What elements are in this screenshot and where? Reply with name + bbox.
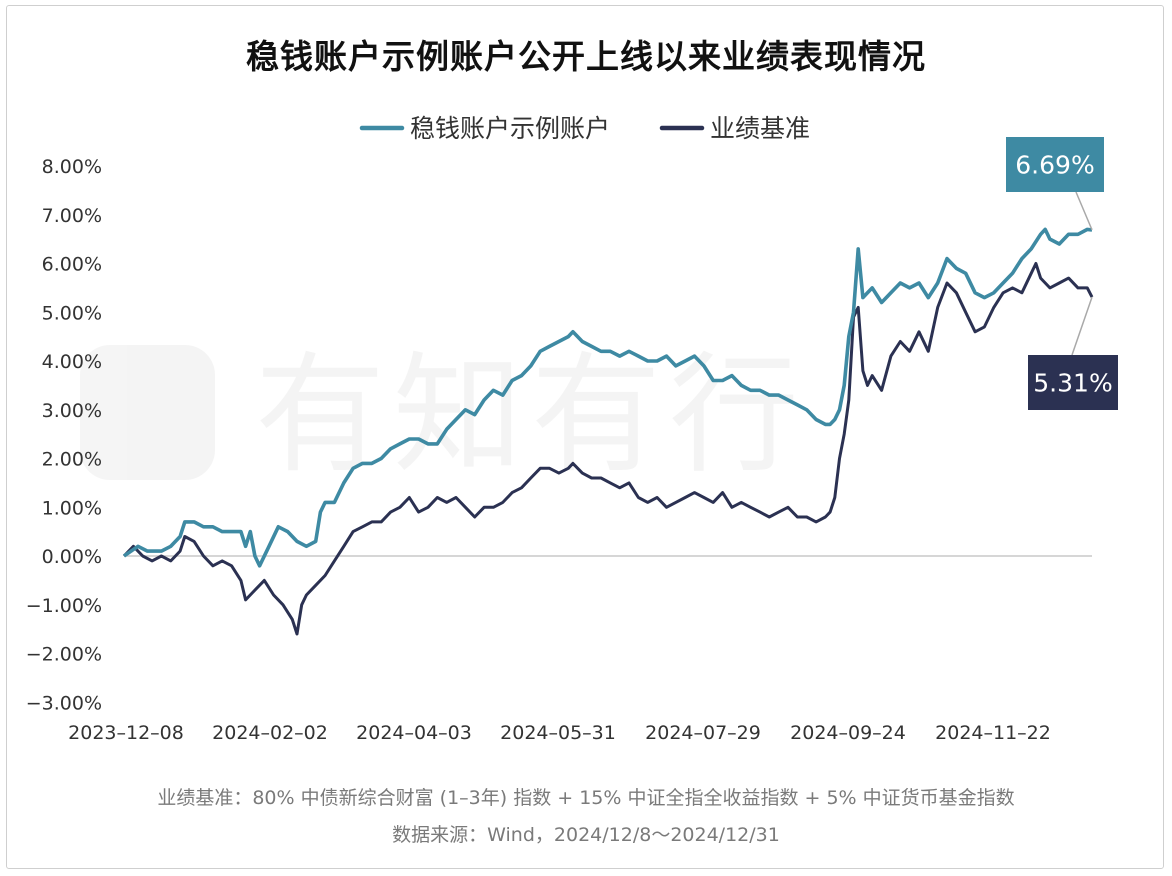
end-label-box-benchmark — [1028, 355, 1118, 410]
y-axis: 8.00% 7.00% 6.00% 5.00% 4.00% 3.00% 2.00% 1.00%… — [26, 156, 102, 714]
end-label-leader-benchmark — [1071, 296, 1093, 356]
y-tick-label: −1.00% — [26, 595, 102, 617]
end-label-leader-account — [1075, 191, 1093, 231]
end-labels: 6.69% 5.31% — [1006, 137, 1118, 410]
y-tick-label: 0.00% — [42, 546, 102, 568]
y-tick-label: 5.00% — [42, 302, 102, 324]
footnote-benchmark: 业绩基准：80% 中债新综合财富 (1–3年) 指数 + 15% 中证全指全收益… — [157, 787, 1015, 809]
legend-label-benchmark: 业绩基准 — [710, 114, 810, 143]
y-tick-label: 2.00% — [42, 449, 102, 471]
x-tick-label: 2024–11–22 — [935, 722, 1051, 744]
chart-title: 稳钱账户示例账户公开上线以来业绩表现情况 — [246, 37, 926, 76]
series-line-account — [122, 227, 1093, 568]
end-label-account: 6.69% — [1015, 151, 1094, 180]
x-tick-label: 2023–12–08 — [68, 722, 184, 744]
series-group — [122, 227, 1094, 636]
x-tick-label: 2024–04–03 — [356, 722, 472, 744]
legend-label-account: 稳钱账户示例账户 — [410, 114, 610, 143]
y-tick-label: 3.00% — [42, 400, 102, 422]
y-tick-label: −3.00% — [26, 692, 102, 714]
x-tick-label: 2024–09–24 — [790, 722, 906, 744]
y-tick-label: 7.00% — [42, 205, 102, 227]
footnote-source: 数据来源：Wind，2024/12/8～2024/12/31 — [392, 824, 780, 846]
x-tick-label: 2024–07–29 — [645, 722, 761, 744]
x-tick-label: 2024–02–02 — [212, 722, 328, 744]
watermark: 有知有行 — [80, 339, 807, 491]
end-label-benchmark: 5.31% — [1033, 369, 1112, 398]
series-line-benchmark — [122, 262, 1094, 636]
x-tick-label: 2024–05–31 — [500, 722, 616, 744]
chart-frame — [6, 5, 1164, 869]
end-label-box-account — [1006, 137, 1104, 192]
y-tick-label: 6.00% — [42, 254, 102, 276]
y-tick-label: 1.00% — [42, 497, 102, 519]
y-tick-label: 8.00% — [42, 156, 102, 178]
x-axis: 2023–12–08 2024–02–02 2024–04–03 2024–05–31… — [68, 722, 1051, 744]
y-tick-label: 4.00% — [42, 351, 102, 373]
y-tick-label: −2.00% — [26, 644, 102, 666]
watermark-logo — [80, 345, 215, 480]
legend: 稳钱账户示例账户 业绩基准 — [359, 114, 810, 143]
watermark-text: 有知有行 — [255, 339, 807, 491]
